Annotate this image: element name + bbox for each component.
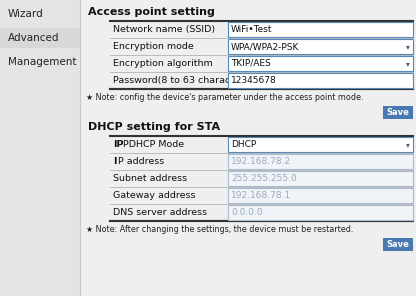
Text: Save: Save — [386, 240, 409, 249]
Text: Encryption algorithm: Encryption algorithm — [113, 59, 213, 68]
Text: Access point setting: Access point setting — [88, 7, 215, 17]
Text: Save: Save — [386, 108, 409, 117]
Bar — [228, 171, 413, 186]
Text: Management: Management — [8, 57, 77, 67]
Bar — [0, 28, 80, 48]
Bar — [0, 0, 80, 296]
Bar — [383, 238, 413, 251]
Text: WiFi•Test: WiFi•Test — [231, 25, 272, 34]
Text: ★ Note: config the device's parameter under the access point mode.: ★ Note: config the device's parameter un… — [86, 93, 364, 102]
Text: ▾: ▾ — [406, 140, 410, 149]
Bar — [228, 188, 413, 203]
Text: 255.255.255.0: 255.255.255.0 — [231, 174, 297, 183]
Bar — [383, 106, 413, 119]
Text: Advanced: Advanced — [8, 33, 59, 43]
Text: Gateway address: Gateway address — [113, 191, 196, 200]
Bar — [228, 205, 413, 220]
Bar — [228, 154, 413, 169]
Bar — [228, 137, 413, 152]
Bar — [228, 56, 413, 71]
Text: 12345678: 12345678 — [231, 76, 277, 85]
Text: DHCP: DHCP — [231, 140, 256, 149]
Text: DNS server address: DNS server address — [113, 208, 207, 217]
Text: ▾: ▾ — [406, 42, 410, 51]
Text: Network name (SSID): Network name (SSID) — [113, 25, 215, 34]
Text: IP: IP — [113, 140, 124, 149]
Text: Wizard: Wizard — [8, 9, 44, 19]
Text: WPA/WPA2-PSK: WPA/WPA2-PSK — [231, 42, 300, 51]
Text: 0.0.0.0: 0.0.0.0 — [231, 208, 262, 217]
Text: Password(8 to 63 characters): Password(8 to 63 characters) — [113, 76, 253, 85]
Text: TKIP/AES: TKIP/AES — [231, 59, 271, 68]
Text: ★ Note: After changing the settings, the device must be restarted.: ★ Note: After changing the settings, the… — [86, 225, 353, 234]
Text: I: I — [113, 157, 116, 166]
Text: PDHCP Mode: PDHCP Mode — [124, 140, 185, 149]
Text: P address: P address — [118, 157, 164, 166]
Text: 192.168.78.1: 192.168.78.1 — [231, 191, 291, 200]
Bar — [228, 22, 413, 37]
Text: DHCP setting for STA: DHCP setting for STA — [88, 122, 220, 132]
Text: Subnet address: Subnet address — [113, 174, 187, 183]
Text: 192.168.78.2: 192.168.78.2 — [231, 157, 291, 166]
Text: ▾: ▾ — [406, 59, 410, 68]
Bar — [228, 39, 413, 54]
Text: Encryption mode: Encryption mode — [113, 42, 194, 51]
Bar — [228, 73, 413, 88]
